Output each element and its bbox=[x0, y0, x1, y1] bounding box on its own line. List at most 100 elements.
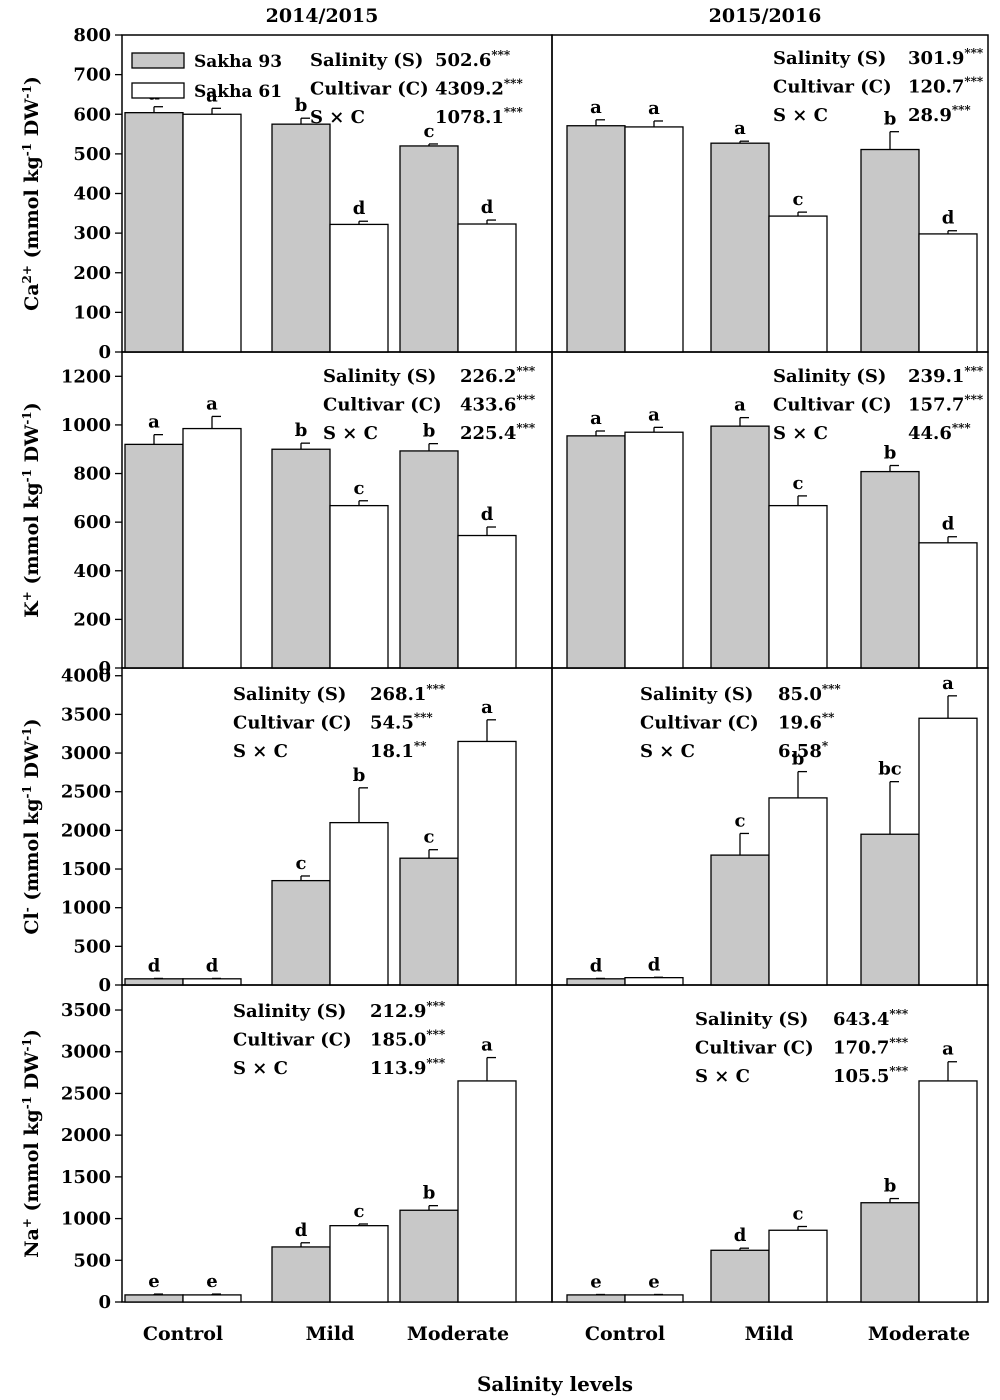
anova-value: 28.9*** bbox=[908, 103, 971, 126]
significance-letter: d bbox=[734, 1225, 747, 1246]
anova-label: S × C bbox=[323, 423, 378, 444]
bar-sakha-61 bbox=[918, 717, 978, 986]
legend-swatch-sakha-93 bbox=[131, 52, 185, 69]
bar-sakha-93 bbox=[399, 1209, 459, 1303]
bar-sakha-61 bbox=[182, 1294, 242, 1303]
anova-label: Salinity (S) bbox=[773, 48, 886, 69]
significance-letter: c bbox=[424, 121, 435, 142]
bar-sakha-61 bbox=[768, 215, 828, 353]
anova-label: S × C bbox=[233, 1058, 288, 1079]
anova-value: 268.1*** bbox=[370, 682, 446, 705]
significance-letter: b bbox=[792, 749, 805, 770]
y-tick-label: 300 bbox=[73, 223, 111, 244]
significance-letter: d bbox=[648, 954, 661, 975]
bar-sakha-93 bbox=[271, 123, 331, 353]
anova-label: S × C bbox=[233, 741, 288, 762]
significance-letter: e bbox=[206, 1271, 217, 1292]
significance-letter: b bbox=[295, 420, 308, 441]
anova-value: 301.9*** bbox=[908, 46, 984, 69]
bar-sakha-61 bbox=[918, 233, 978, 353]
anova-value: 1078.1*** bbox=[435, 105, 523, 128]
anova-label: Salinity (S) bbox=[310, 50, 423, 71]
significance-letter: c bbox=[354, 1201, 365, 1222]
anova-label: Cultivar (C) bbox=[773, 395, 892, 416]
significance-letter: d bbox=[590, 955, 603, 976]
anova-label: Cultivar (C) bbox=[233, 1030, 352, 1051]
anova-label: Cultivar (C) bbox=[773, 77, 892, 98]
significance-letter: d bbox=[148, 955, 161, 976]
panel-4-2: e e Control d c Mild b a Moderate Salinity (S) 643… bbox=[551, 984, 989, 1345]
bar-sakha-93 bbox=[710, 1249, 770, 1303]
significance-letter: d bbox=[942, 208, 955, 229]
anova-label: Cultivar (C) bbox=[310, 79, 429, 100]
significance-letter: b bbox=[423, 421, 436, 442]
significance-letter: a bbox=[481, 1035, 493, 1056]
significance-letter: b bbox=[295, 95, 308, 116]
bar-sakha-61 bbox=[768, 1229, 828, 1303]
significance-letter: d bbox=[295, 1220, 308, 1241]
bar-sakha-93 bbox=[399, 450, 459, 669]
y-tick-label: 500 bbox=[73, 936, 111, 957]
legend: Sakha 93 Sakha 61 bbox=[131, 52, 282, 102]
bar-sakha-61 bbox=[329, 821, 389, 986]
anova-value: 502.6*** bbox=[435, 48, 511, 71]
significance-letter: d bbox=[206, 955, 219, 976]
anova-value: 643.4*** bbox=[833, 1007, 909, 1030]
x-tick-label: Control bbox=[143, 1323, 223, 1345]
y-tick-label: 0 bbox=[98, 1292, 111, 1313]
y-tick-label: 3000 bbox=[61, 743, 111, 764]
bar-sakha-61 bbox=[182, 113, 242, 353]
bar-sakha-93 bbox=[860, 148, 920, 353]
bar-sakha-93 bbox=[710, 854, 770, 986]
bar-sakha-61 bbox=[182, 978, 242, 986]
y-tick-label: 100 bbox=[73, 302, 111, 323]
bar-sakha-93 bbox=[710, 142, 770, 353]
bar-sakha-93 bbox=[124, 112, 184, 353]
significance-letter: a bbox=[148, 412, 160, 433]
anova-value: 226.2*** bbox=[460, 364, 536, 387]
bar-sakha-61 bbox=[457, 1080, 517, 1303]
significance-letter: bc bbox=[878, 759, 902, 780]
anova-label: S × C bbox=[640, 741, 695, 762]
significance-letter: c bbox=[354, 478, 365, 499]
y-tick-label: 800 bbox=[73, 464, 111, 485]
anova-value: 19.6** bbox=[778, 711, 835, 734]
significance-letter: e bbox=[648, 1271, 659, 1292]
significance-letter: a bbox=[590, 97, 602, 118]
panel-1-1: 0100200300400500600700800aabdcdSalinity … bbox=[73, 25, 553, 363]
y-tick-label: 0 bbox=[98, 342, 111, 363]
bar-sakha-93 bbox=[399, 857, 459, 986]
significance-letter: b bbox=[884, 1176, 897, 1197]
significance-letter: a bbox=[590, 408, 602, 429]
significance-letter: a bbox=[481, 697, 493, 718]
significance-letter: a bbox=[648, 404, 660, 425]
bar-sakha-61 bbox=[624, 977, 684, 986]
x-tick-label: Control bbox=[585, 1323, 665, 1345]
bar-sakha-61 bbox=[329, 504, 389, 669]
anova-label: Salinity (S) bbox=[323, 366, 436, 387]
y-tick-label: 3500 bbox=[61, 1000, 111, 1021]
x-axis-title: Salinity levels bbox=[477, 1372, 633, 1396]
y-axis-title-row-3: Cl- (mmol kg-1 DW-1) bbox=[20, 718, 43, 934]
significance-letter: d bbox=[481, 197, 494, 218]
y-tick-label: 3500 bbox=[61, 704, 111, 725]
anova-value: 212.9*** bbox=[370, 999, 446, 1022]
anova-value: 185.0*** bbox=[370, 1028, 446, 1051]
anova-label: Salinity (S) bbox=[773, 366, 886, 387]
significance-letter: a bbox=[734, 395, 746, 416]
panel-1-2: a a a c b d Salinity (S) 301.9*** Cultivar (C) 12… bbox=[551, 34, 989, 353]
bar-sakha-93 bbox=[566, 435, 626, 669]
anova-value: 85.0*** bbox=[778, 682, 841, 705]
bar-sakha-61 bbox=[918, 1080, 978, 1303]
y-tick-label: 2000 bbox=[61, 1125, 111, 1146]
bar-sakha-93 bbox=[566, 978, 626, 986]
y-tick-label: 1500 bbox=[61, 859, 111, 880]
bar-sakha-93 bbox=[710, 425, 770, 669]
y-tick-label: 200 bbox=[73, 263, 111, 284]
bar-sakha-61 bbox=[457, 534, 517, 669]
y-tick-label: 200 bbox=[73, 609, 111, 630]
significance-letter: a bbox=[206, 85, 218, 106]
column-title-left: 2014/2015 bbox=[266, 5, 379, 27]
significance-letter: b bbox=[884, 109, 897, 130]
panel-2-1: 0 200 400 600 800 1000 1200 a a b c b d Salinity (S) 2… bbox=[61, 351, 553, 679]
